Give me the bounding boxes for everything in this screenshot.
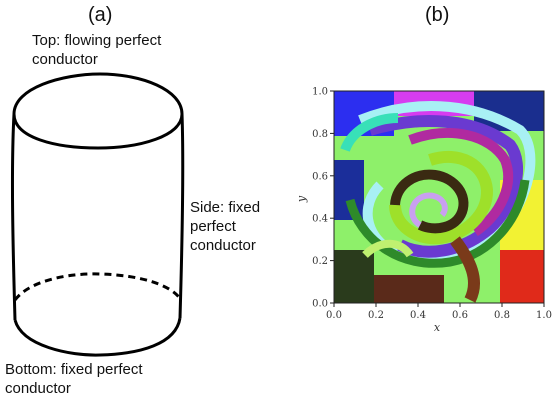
cylinder-bottom-back-rim — [13, 272, 183, 301]
y-tick-label: 0.8 — [312, 129, 328, 140]
axis-ticks: 0.0 0.2 0.4 0.6 0.8 1.0 0.0 0.2 0.4 0.6 0.8 1.0 — [312, 87, 552, 322]
cylinder-bottom-front-rim — [13, 317, 182, 357]
x-axis-label: x — [434, 321, 441, 334]
y-tick-label: 0.6 — [312, 171, 328, 182]
y-axis-label: y — [295, 195, 308, 203]
cylinder-left-side — [10, 113, 17, 321]
x-tick-label: 0.4 — [410, 310, 426, 321]
x-tick-label: 1.0 — [536, 310, 552, 321]
x-tick-label: 0.8 — [494, 310, 510, 321]
side-boundary-caption: Side: fixed perfect conductor — [190, 199, 261, 255]
panel-a-label: (a) — [88, 4, 113, 26]
panel-b-label: (b) — [425, 4, 450, 26]
y-tick-label: 0.2 — [312, 256, 328, 267]
y-tick-label: 0.0 — [312, 299, 328, 310]
plot-frame — [333, 90, 545, 304]
x-tick-label: 0.6 — [452, 310, 468, 321]
y-tick-label: 0.4 — [312, 214, 328, 225]
x-tick-label: 0.2 — [368, 310, 384, 321]
x-tick-label: 0.0 — [326, 310, 342, 321]
bottom-boundary-caption: Bottom: fixed perfect conductor — [5, 361, 143, 398]
mixing-pattern — [334, 91, 544, 303]
top-boundary-caption: Top: flowing perfect conductor — [32, 32, 162, 69]
y-tick-label: 1.0 — [312, 87, 328, 98]
cylinder-right-side — [178, 113, 185, 319]
